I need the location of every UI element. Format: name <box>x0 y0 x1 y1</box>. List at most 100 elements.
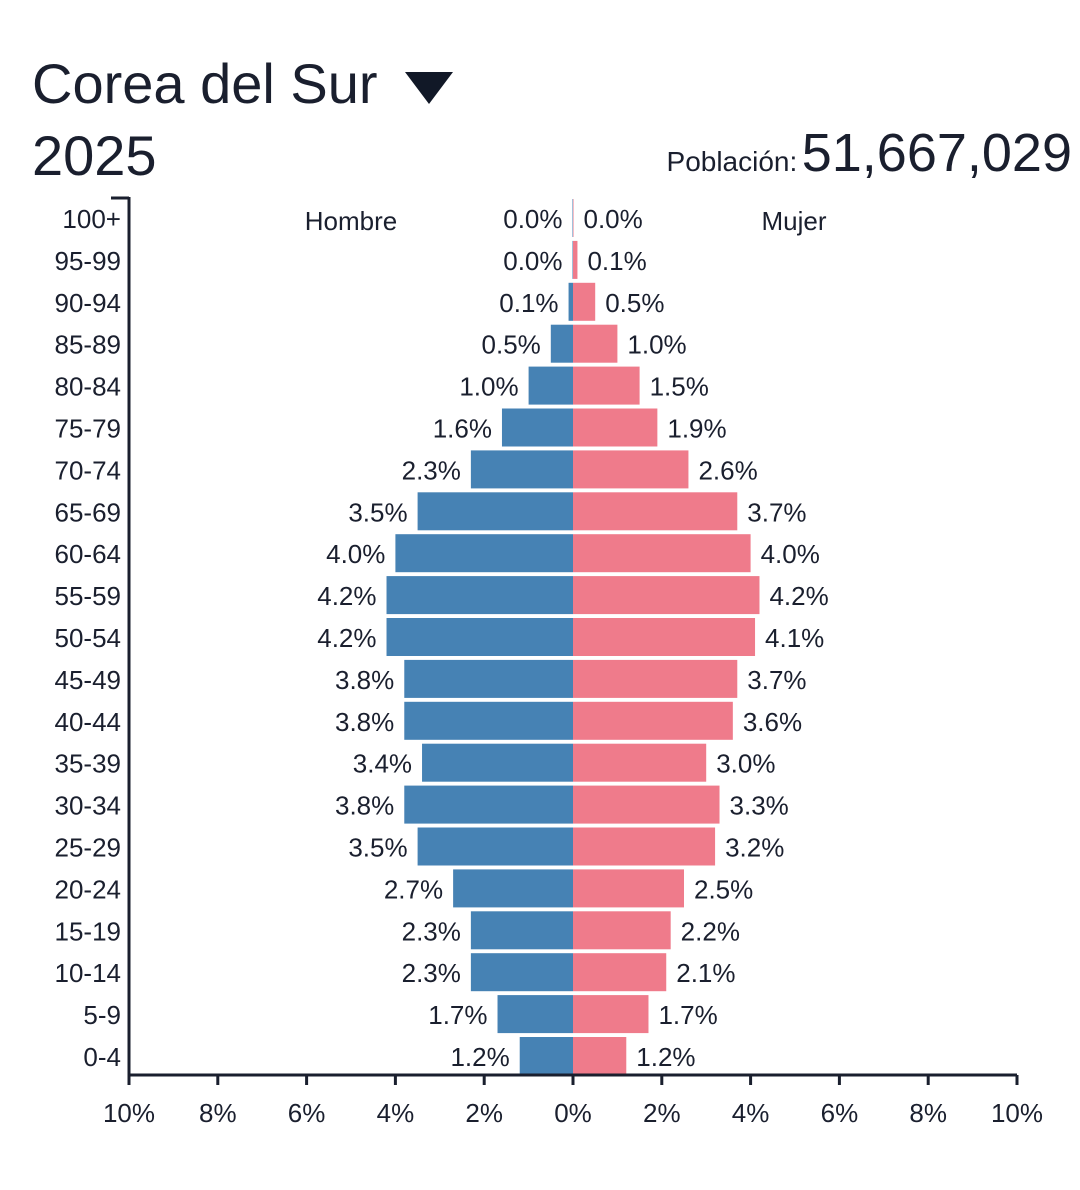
bar-male <box>572 240 573 279</box>
bar-male <box>550 324 573 363</box>
value-label-female: 0.1% <box>587 246 646 276</box>
value-label-male: 1.2% <box>450 1042 509 1072</box>
bar-male <box>501 408 573 447</box>
value-label-female: 2.5% <box>694 874 753 904</box>
age-label: 95-99 <box>55 246 122 276</box>
country-title: Corea del Sur <box>32 52 378 115</box>
value-label-female: 1.7% <box>658 1000 717 1030</box>
value-label-female: 2.2% <box>681 916 740 946</box>
bar-female <box>573 869 684 908</box>
x-tick-label: 6% <box>821 1098 859 1128</box>
age-label: 55-59 <box>55 581 122 611</box>
value-label-female: 2.6% <box>698 455 757 485</box>
x-tick-label: 6% <box>288 1098 326 1128</box>
bar-male <box>386 576 573 615</box>
age-label: 100+ <box>62 204 121 234</box>
bar-male <box>528 366 573 405</box>
age-label: 75-79 <box>55 414 122 444</box>
population-value: 51,667,029 <box>801 123 1072 183</box>
x-tick-label: 10% <box>991 1098 1043 1128</box>
age-label: 50-54 <box>55 623 122 653</box>
value-label-male: 3.8% <box>335 707 394 737</box>
country-dropdown-icon[interactable] <box>405 72 453 104</box>
value-label-female: 1.2% <box>636 1042 695 1072</box>
value-label-female: 3.6% <box>743 707 802 737</box>
population-label: Población: <box>666 146 798 177</box>
value-label-female: 3.7% <box>747 665 806 695</box>
age-label: 85-89 <box>55 330 122 360</box>
bar-female <box>573 282 596 321</box>
age-label: 45-49 <box>55 665 122 695</box>
bar-male <box>404 701 573 740</box>
age-label: 0-4 <box>83 1042 121 1072</box>
value-label-male: 1.6% <box>433 414 492 444</box>
bar-male <box>470 911 573 950</box>
bar-female <box>573 576 760 615</box>
bar-male <box>404 785 573 824</box>
age-label: 90-94 <box>55 288 122 318</box>
x-tick-label: 0% <box>554 1098 592 1128</box>
value-label-male: 2.3% <box>402 958 461 988</box>
bar-male <box>568 282 573 321</box>
value-label-female: 0.0% <box>584 204 643 234</box>
age-label: 70-74 <box>55 455 122 485</box>
value-label-male: 3.5% <box>348 497 407 527</box>
bar-female <box>573 953 667 992</box>
chart-header: Corea del Sur 2025 Población: 51,667,029 <box>0 0 1080 200</box>
age-label: 15-19 <box>55 916 122 946</box>
age-label: 40-44 <box>55 707 122 737</box>
x-tick-label: 4% <box>732 1098 770 1128</box>
bar-female <box>573 785 720 824</box>
bar-male <box>395 534 573 573</box>
bar-female <box>573 618 756 656</box>
bar-female <box>573 492 738 531</box>
bar-female <box>573 199 574 237</box>
bar-female <box>573 408 658 447</box>
bar-female <box>573 534 751 573</box>
age-label: 30-34 <box>55 791 122 821</box>
x-tick-label: 2% <box>643 1098 681 1128</box>
value-label-female: 3.7% <box>747 497 806 527</box>
value-label-male: 0.5% <box>482 330 541 360</box>
value-label-male: 0.0% <box>503 204 562 234</box>
value-label-male: 2.7% <box>384 874 443 904</box>
value-label-male: 4.2% <box>317 581 376 611</box>
x-tick-label: 10% <box>103 1098 155 1128</box>
bar-female <box>573 450 689 489</box>
legend-female: Mujer <box>761 206 826 236</box>
value-label-male: 0.0% <box>503 246 562 276</box>
age-label: 20-24 <box>55 874 122 904</box>
age-label: 25-29 <box>55 833 122 863</box>
value-label-male: 3.8% <box>335 665 394 695</box>
value-label-male: 3.4% <box>353 749 412 779</box>
population-readout: Población: 51,667,029 <box>667 122 1072 190</box>
value-label-male: 4.2% <box>317 623 376 653</box>
age-label: 5-9 <box>83 1000 121 1030</box>
bar-male <box>417 827 573 866</box>
value-label-female: 3.0% <box>716 749 775 779</box>
value-label-female: 3.3% <box>730 791 789 821</box>
value-label-female: 0.5% <box>605 288 664 318</box>
bar-female <box>573 659 738 698</box>
age-label: 60-64 <box>55 539 122 569</box>
value-label-female: 2.1% <box>676 958 735 988</box>
value-label-male: 3.8% <box>335 791 394 821</box>
bar-female <box>573 324 618 363</box>
bar-male <box>470 450 573 489</box>
value-label-male: 2.3% <box>402 916 461 946</box>
bar-female <box>573 1037 627 1075</box>
value-label-male: 3.5% <box>348 833 407 863</box>
value-label-female: 1.9% <box>667 414 726 444</box>
bar-female <box>573 240 578 279</box>
bar-male <box>386 618 573 656</box>
value-label-female: 1.0% <box>627 330 686 360</box>
value-label-male: 1.0% <box>459 372 518 402</box>
value-label-male: 4.0% <box>326 539 385 569</box>
bar-female <box>573 911 671 950</box>
bar-male <box>497 995 573 1034</box>
bar-male <box>519 1037 573 1075</box>
x-tick-label: 8% <box>199 1098 237 1128</box>
value-label-female: 4.1% <box>765 623 824 653</box>
x-tick-label: 4% <box>377 1098 415 1128</box>
